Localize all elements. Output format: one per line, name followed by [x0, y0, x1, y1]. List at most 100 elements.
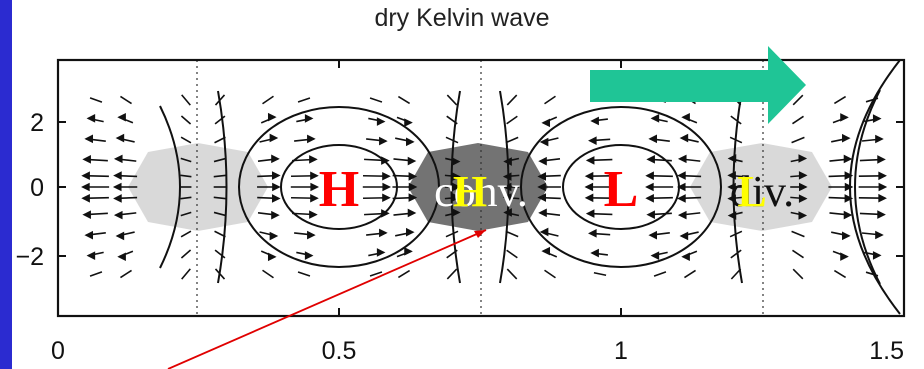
wind-vector-head — [404, 247, 413, 256]
wind-vector — [544, 269, 556, 279]
contour-low-outer — [520, 106, 722, 268]
wind-vector — [792, 249, 804, 259]
wind-vector-head — [112, 182, 122, 192]
wind-vector-head — [878, 171, 887, 181]
wind-vector-head — [452, 172, 461, 181]
wind-vector — [214, 136, 226, 144]
y-tick-label: 0 — [30, 174, 44, 202]
wind-vector-head — [407, 156, 417, 166]
wind-vector-head — [271, 154, 280, 164]
wind-vector-head — [452, 193, 461, 202]
wind-vector-head — [585, 209, 595, 218]
wind-vector-head — [382, 193, 391, 203]
wind-vector — [120, 95, 132, 105]
wind-vector — [214, 249, 226, 259]
wind-vector-head — [844, 182, 854, 192]
wind-vector — [181, 268, 191, 280]
wind-vector-head — [588, 136, 597, 145]
wind-vector-head — [406, 137, 415, 147]
wind-vector — [505, 136, 519, 144]
wind-vector-head — [676, 182, 686, 192]
wind-vector-head — [113, 154, 123, 164]
wind-vector-head — [81, 182, 90, 192]
wind-vector — [446, 115, 458, 125]
wind-vector — [262, 95, 274, 105]
wind-vector-head — [798, 171, 808, 180]
figure-title: dry Kelvin wave — [374, 4, 550, 32]
wind-vector-head — [117, 252, 126, 262]
wind-vector-head — [840, 252, 849, 261]
wind-vector — [180, 230, 192, 238]
wind-vector — [792, 94, 804, 106]
wind-vector — [445, 230, 459, 238]
wind-vector-head — [681, 112, 690, 122]
wind-vector-head — [379, 228, 388, 238]
wind-vector-head — [650, 114, 660, 123]
axis-ticks — [58, 60, 904, 316]
wind-vector-head — [645, 171, 654, 181]
wind-vector-head — [844, 194, 854, 203]
wind-vector-head — [537, 182, 546, 192]
wind-vector-head — [309, 155, 318, 164]
wind-vector-head — [117, 112, 126, 122]
wind-vector-head — [267, 112, 277, 122]
convergence-label: conv. — [434, 167, 528, 216]
wind-vector — [213, 211, 227, 217]
wind-vector-head — [646, 210, 655, 219]
y-tick-label: −2 — [15, 243, 44, 271]
propagation-arrow — [590, 46, 806, 124]
wind-vector-head — [844, 171, 854, 180]
wind-vector — [180, 157, 192, 163]
wind-vector-head — [878, 193, 887, 203]
divergence-label: div. — [730, 167, 794, 216]
wind-vector-head — [84, 230, 93, 240]
wind-vector-head — [677, 171, 686, 180]
wind-vector-head — [271, 210, 280, 220]
wind-vector — [89, 97, 103, 103]
wind-vector — [213, 174, 227, 178]
grid-lines — [196, 60, 764, 316]
divergence-region-left — [128, 143, 268, 231]
wind-vector-head — [877, 155, 886, 164]
wind-vector — [445, 136, 459, 144]
x-tick-label: 0 — [51, 337, 65, 365]
wind-vector — [729, 136, 743, 144]
tick-labels: 2 0 −2 0 0.5 1 1.5 — [15, 109, 904, 365]
wind-vector-head — [408, 193, 418, 202]
wind-vector-head — [113, 210, 123, 220]
wind-vector-head — [115, 231, 125, 241]
wind-vector — [89, 271, 103, 277]
wind-vector-head — [310, 182, 319, 192]
wind-vector — [791, 136, 805, 144]
wind-vector-head — [307, 134, 316, 144]
wind-vector — [730, 249, 742, 259]
wind-vector — [792, 115, 804, 125]
wind-vector-head — [307, 230, 316, 240]
wind-vector-head — [677, 210, 687, 220]
wind-vector — [180, 249, 192, 259]
wind-vector-head — [86, 251, 96, 260]
wind-vector-head — [451, 157, 461, 166]
wind-vector — [792, 268, 804, 280]
wind-vector — [833, 269, 847, 279]
wind-vector — [180, 211, 192, 217]
wind-vector — [505, 230, 519, 238]
wind-vector-head — [502, 182, 512, 192]
wind-vector-head — [875, 230, 884, 240]
wind-vector — [262, 269, 274, 279]
wind-vector-head — [381, 156, 390, 165]
wind-vector-head — [840, 113, 849, 122]
wind-vector-head — [381, 209, 390, 218]
wind-vector — [180, 196, 192, 200]
wind-vector-head — [677, 194, 686, 203]
wind-vector-head — [304, 114, 314, 123]
wind-vector-head — [648, 230, 657, 240]
wind-vector — [446, 249, 458, 259]
wind-vector-head — [539, 137, 549, 147]
wind-vector — [397, 269, 411, 279]
wind-vector-head — [727, 182, 736, 192]
wind-vector-head — [404, 118, 413, 127]
wind-vector — [865, 271, 879, 277]
wind-vector — [213, 196, 227, 200]
